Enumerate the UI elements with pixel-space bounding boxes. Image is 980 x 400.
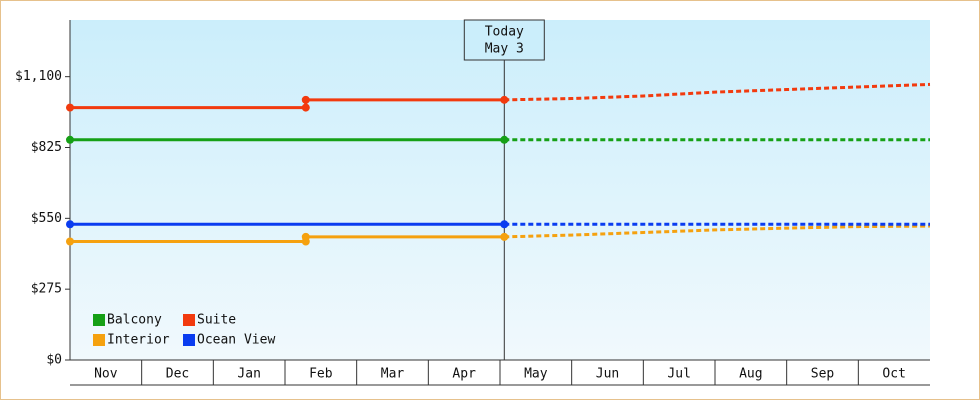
y-tick-label: $550 xyxy=(31,211,62,226)
y-tick-label: $1,100 xyxy=(15,69,62,84)
point xyxy=(66,237,74,246)
legend-swatch xyxy=(183,314,195,326)
point xyxy=(66,103,74,112)
today-box xyxy=(463,19,545,61)
point xyxy=(500,95,509,104)
y-tick-label: $275 xyxy=(31,282,62,297)
x-tick-label: Feb xyxy=(309,367,333,382)
legend-label: Interior xyxy=(107,333,170,348)
legend-swatch xyxy=(93,334,105,346)
point xyxy=(301,95,310,104)
point xyxy=(301,103,310,112)
y-tick-label: $825 xyxy=(31,140,62,155)
x-tick-label: Sep xyxy=(811,367,835,382)
x-tick-label: Jan xyxy=(237,367,260,382)
y-tick-label: $0 xyxy=(46,353,62,368)
x-tick-label: Nov xyxy=(94,367,118,382)
x-tick-label: Jul xyxy=(667,367,690,382)
legend-label: Suite xyxy=(197,313,236,328)
x-tick-label: Mar xyxy=(381,367,405,382)
legend-label: Ocean View xyxy=(197,333,275,348)
x-tick-label: Aug xyxy=(739,367,762,382)
x-tick-label: Jun xyxy=(596,367,619,382)
plot-area xyxy=(70,20,930,360)
point xyxy=(301,232,310,241)
legend-swatch xyxy=(183,334,195,346)
today-label: Today xyxy=(485,25,524,40)
point xyxy=(500,232,509,241)
point xyxy=(66,220,74,229)
x-tick-label: Dec xyxy=(166,367,189,382)
x-tick-label: Apr xyxy=(452,367,476,382)
x-tick-label: May xyxy=(524,367,548,382)
point xyxy=(66,135,74,144)
forecast-line xyxy=(504,224,931,239)
legend-swatch xyxy=(93,314,105,326)
forecast-line xyxy=(504,82,931,102)
x-tick-label: Oct xyxy=(882,367,905,382)
point xyxy=(500,135,509,144)
today-label: May 3 xyxy=(485,42,524,57)
legend-label: Balcony xyxy=(107,313,162,328)
point xyxy=(500,220,509,229)
